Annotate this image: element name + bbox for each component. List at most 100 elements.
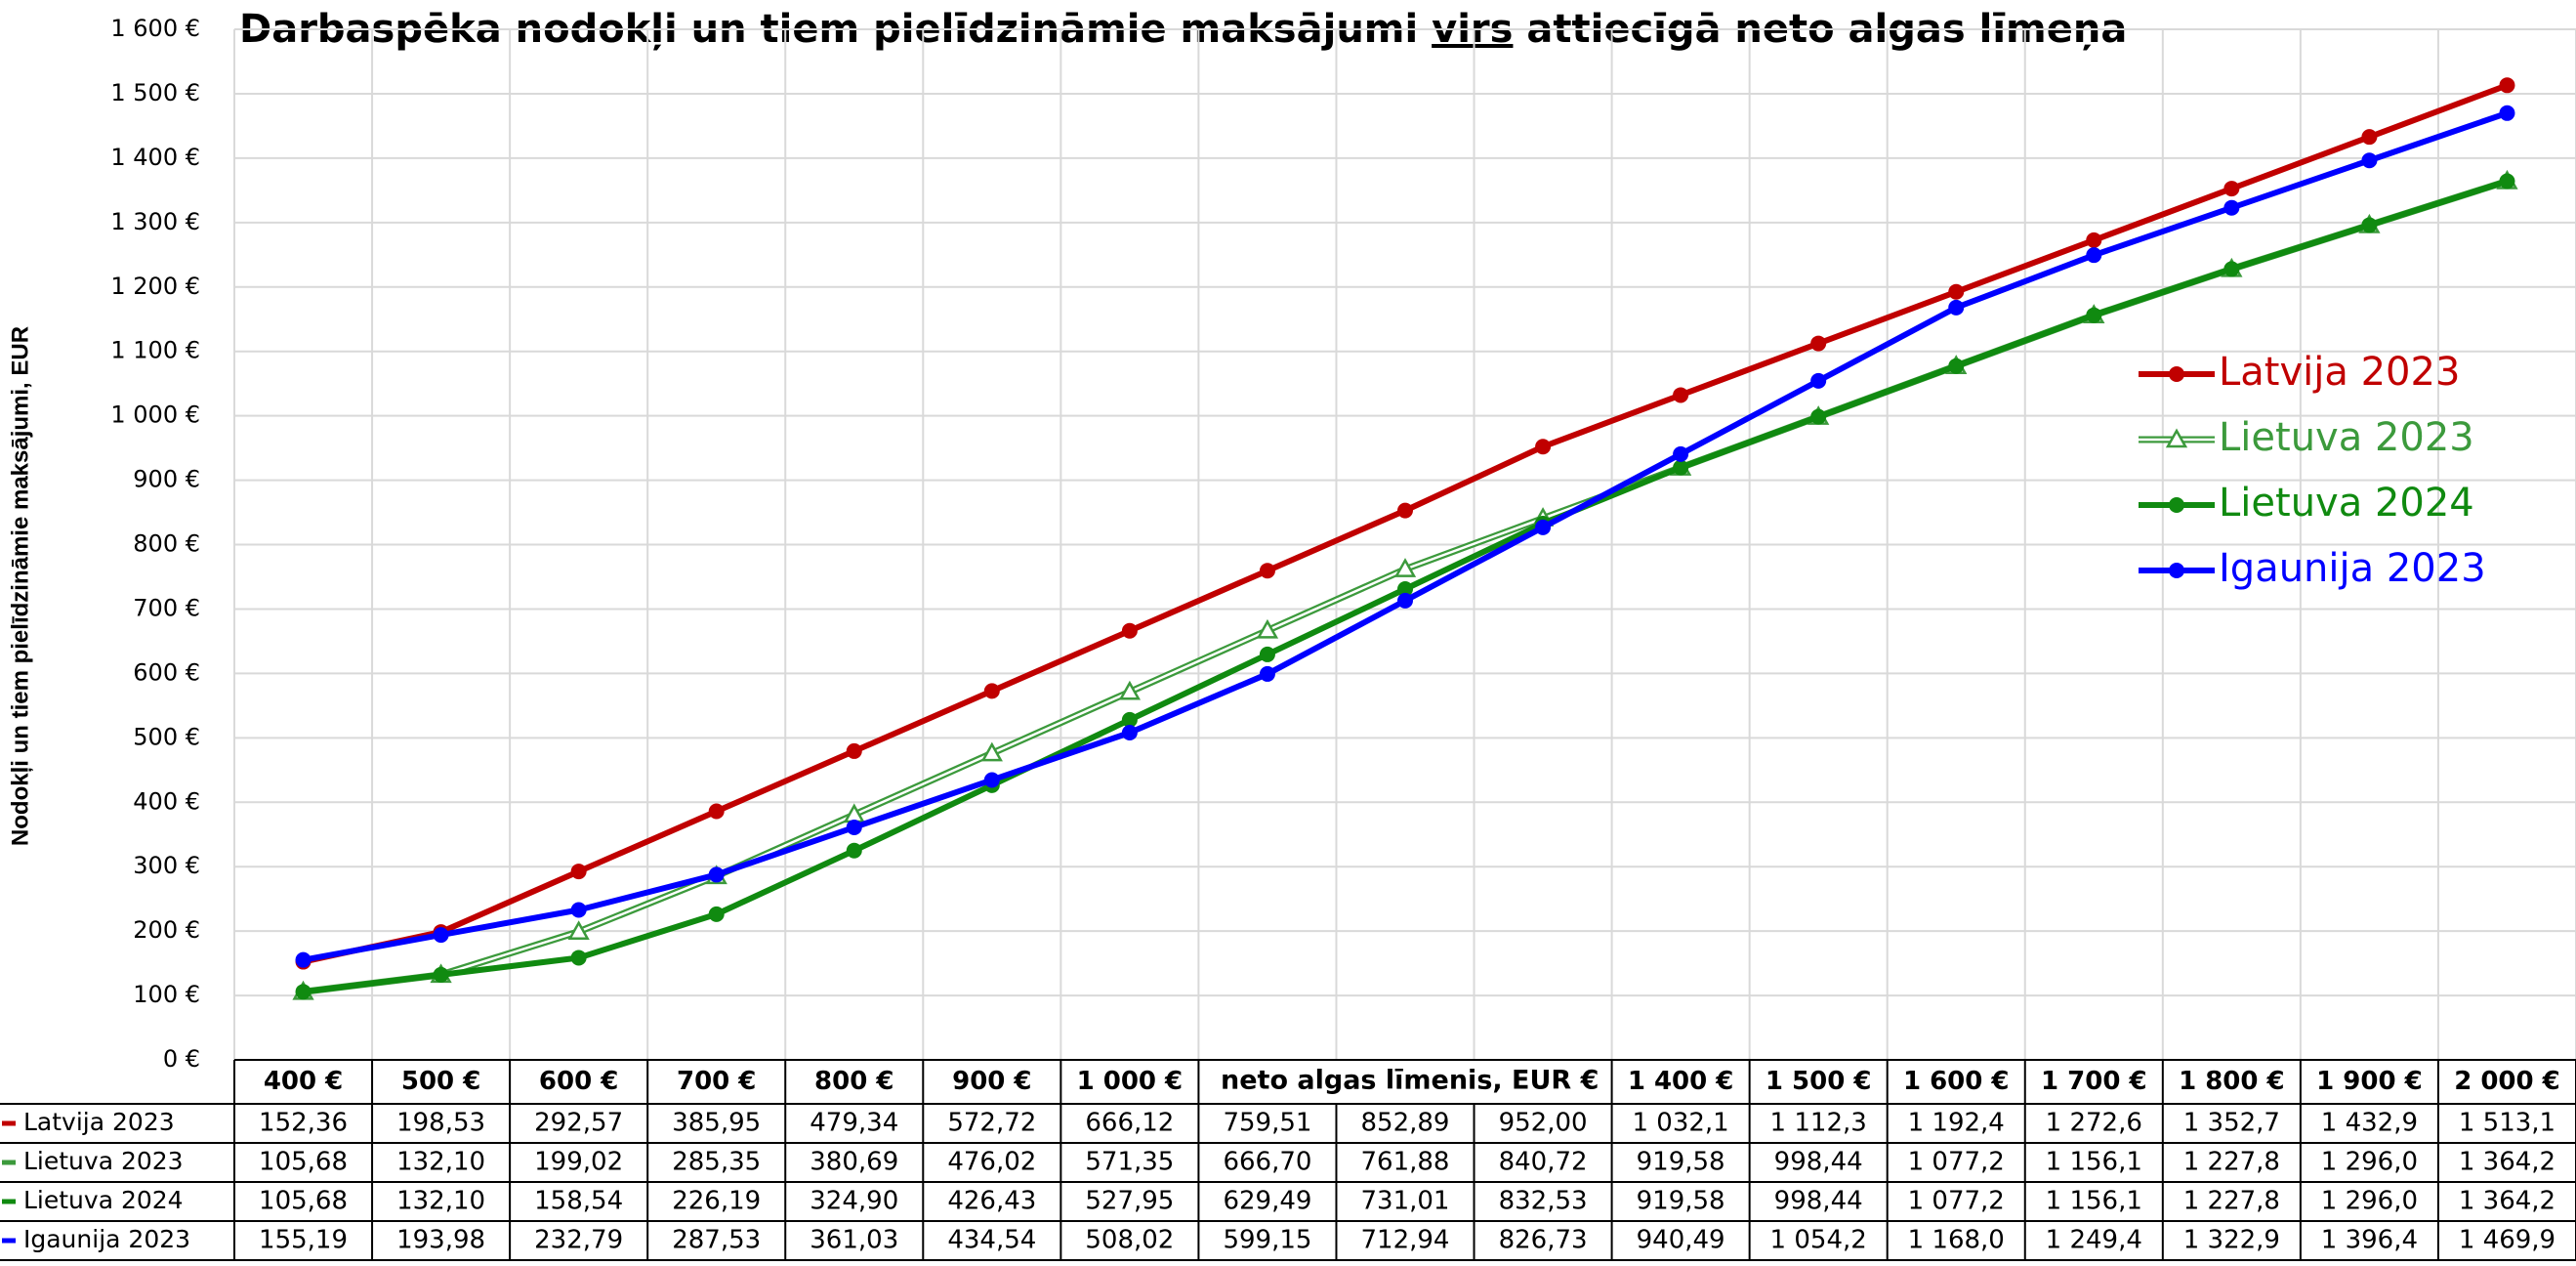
table-cell: 479,34 <box>810 1109 898 1138</box>
marker <box>2086 307 2102 323</box>
table-cell: 571,35 <box>1085 1148 1174 1177</box>
table-row-label: Latvija 2023 <box>23 1108 175 1136</box>
y-tick-label: 1 200 € <box>110 273 200 300</box>
x-axis-label: neto algas līmenis, EUR € <box>1221 1066 1599 1096</box>
marker <box>1397 502 1413 519</box>
x-tick-label: 1 800 € <box>2179 1067 2285 1096</box>
marker <box>1948 299 1965 316</box>
marker <box>1397 580 1413 597</box>
table-cell: 1 112,3 <box>1770 1109 1867 1138</box>
y-tick-label: 200 € <box>133 916 200 944</box>
table-cell: 132,10 <box>396 1148 485 1177</box>
marker <box>567 920 590 941</box>
marker <box>433 966 449 983</box>
table-cell: 158,54 <box>534 1187 623 1216</box>
marker <box>1259 646 1275 662</box>
x-tick-label: 400 € <box>264 1067 343 1096</box>
x-tick-label: 500 € <box>401 1067 480 1096</box>
marker <box>846 842 862 859</box>
table-cell: 731,01 <box>1361 1187 1450 1216</box>
table-row-label: Igaunija 2023 <box>23 1225 190 1253</box>
marker <box>708 803 725 820</box>
marker <box>295 984 312 1000</box>
marker <box>1259 563 1275 579</box>
marker <box>1535 519 1552 535</box>
marker <box>1810 335 1827 352</box>
x-tick-label: 1 700 € <box>2041 1067 2147 1096</box>
marker <box>2223 261 2240 277</box>
x-tick-label: 1 600 € <box>1903 1067 2010 1096</box>
x-tick-label: 1 900 € <box>2316 1067 2423 1096</box>
x-tick-label: 600 € <box>539 1067 618 1096</box>
x-tick-label: 800 € <box>814 1067 893 1096</box>
y-tick-label: 1 100 € <box>110 337 200 364</box>
table-cell: 155,19 <box>259 1226 348 1255</box>
y-tick-label: 1 600 € <box>110 15 200 42</box>
x-tick-label: 1 000 € <box>1077 1067 1184 1096</box>
x-tick-label: 1 400 € <box>1628 1067 1734 1096</box>
table-cell: 826,73 <box>1499 1226 1588 1255</box>
marker <box>1121 711 1138 728</box>
legend-marker <box>2169 497 2184 513</box>
marker <box>983 683 1000 699</box>
legend-label: Lietuva 2023 <box>2219 415 2474 460</box>
marker <box>570 950 587 966</box>
table-cell: 1 077,2 <box>1908 1187 2005 1216</box>
table-cell: 919,58 <box>1637 1148 1725 1177</box>
table-cell: 666,70 <box>1223 1148 1311 1177</box>
marker <box>1121 622 1138 639</box>
legend-label: Igaunija 2023 <box>2219 546 2486 591</box>
x-tick-label: 700 € <box>677 1067 756 1096</box>
y-tick-label: 0 € <box>163 1045 200 1073</box>
table-cell: 1 156,1 <box>2046 1187 2142 1216</box>
marker <box>708 866 725 883</box>
y-tick-label: 300 € <box>133 852 200 879</box>
legend-marker <box>2165 428 2188 448</box>
marker <box>2361 217 2378 233</box>
table-cell: 832,53 <box>1499 1187 1588 1216</box>
y-tick-label: 100 € <box>133 981 200 1008</box>
y-tick-label: 800 € <box>133 530 200 558</box>
table-cell: 285,35 <box>672 1148 761 1177</box>
marker <box>1673 445 1689 462</box>
table-cell: 226,19 <box>672 1187 761 1216</box>
marker <box>1810 372 1827 389</box>
table-cell: 476,02 <box>947 1148 1036 1177</box>
marker <box>2361 152 2378 169</box>
table-cell: 761,88 <box>1361 1148 1450 1177</box>
y-tick-label: 1 000 € <box>110 401 200 429</box>
x-tick-label: 1 500 € <box>1766 1067 1872 1096</box>
y-tick-label: 1 300 € <box>110 208 200 235</box>
table-cell: 1 156,1 <box>2046 1148 2142 1177</box>
table-cell: 434,54 <box>947 1226 1036 1255</box>
table-cell: 1 032,1 <box>1632 1109 1728 1138</box>
y-tick-label: 1 500 € <box>110 79 200 106</box>
table-cell: 527,95 <box>1085 1187 1174 1216</box>
y-tick-label: 1 400 € <box>110 144 200 171</box>
table-cell: 1 396,4 <box>2321 1226 2418 1255</box>
table-cell: 152,36 <box>259 1109 348 1138</box>
marker <box>1393 558 1417 577</box>
marker <box>2499 77 2515 94</box>
table-cell: 132,10 <box>396 1187 485 1216</box>
marker <box>1535 439 1552 455</box>
table-cell: 759,51 <box>1223 1109 1311 1138</box>
y-tick-label: 700 € <box>133 594 200 621</box>
legend-label: Lietuva 2024 <box>2219 481 2474 526</box>
table-cell: 712,94 <box>1361 1226 1450 1255</box>
table-cell: 852,89 <box>1361 1109 1450 1138</box>
table-cell: 629,49 <box>1223 1187 1311 1216</box>
table-cell: 105,68 <box>259 1148 348 1177</box>
table-cell: 1 272,6 <box>2046 1109 2142 1138</box>
table-cell: 998,44 <box>1774 1187 1863 1216</box>
x-tick-label: 900 € <box>952 1067 1031 1096</box>
table-cell: 380,69 <box>810 1148 898 1177</box>
marker <box>1948 358 1965 374</box>
table-cell: 1 364,2 <box>2459 1187 2555 1216</box>
marker <box>2499 173 2515 190</box>
table-cell: 292,57 <box>534 1109 623 1138</box>
legend-marker <box>2169 563 2184 578</box>
table-cell: 324,90 <box>810 1187 898 1216</box>
marker <box>1673 459 1689 476</box>
